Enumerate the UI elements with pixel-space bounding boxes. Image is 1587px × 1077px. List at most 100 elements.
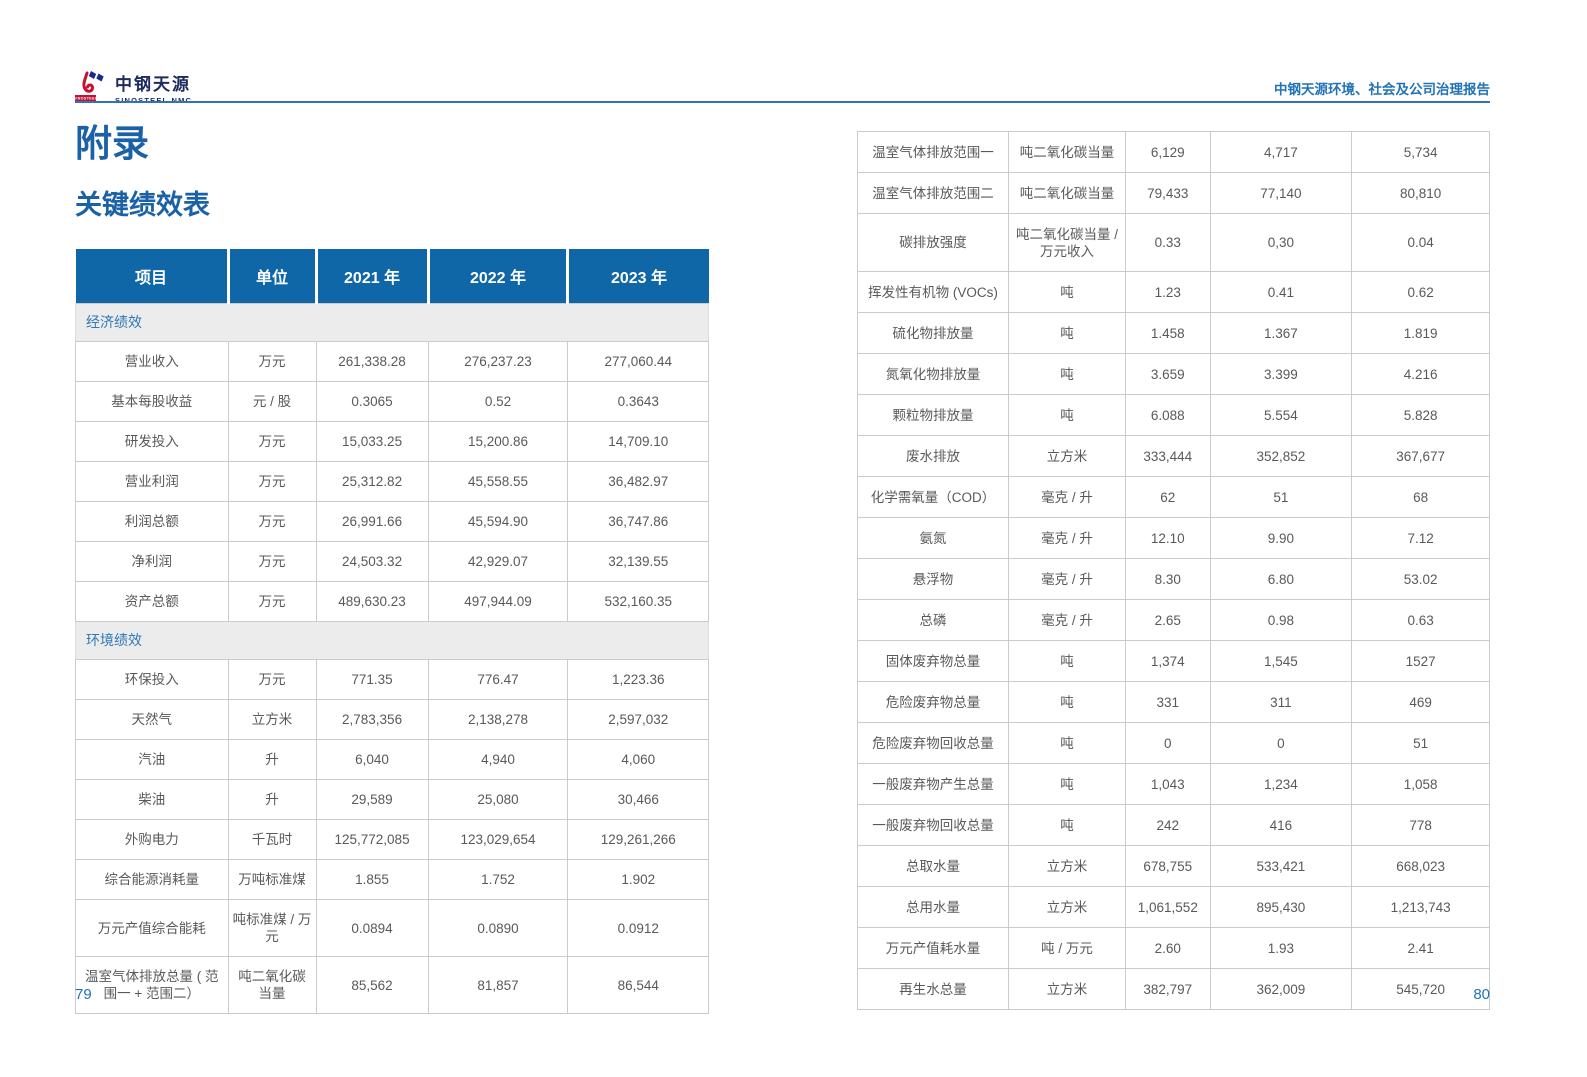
row-unit: 吨 [1008,722,1126,764]
row-unit: 立方米 [1008,845,1126,887]
row-unit: 吨二氧化碳当量 [1008,172,1126,214]
row-item-label: 基本每股收益 [75,381,229,422]
table-row: 废水排放 立方米 333,444 352,852 367,677 [856,435,1490,477]
row-value: 277,060.44 [567,341,709,382]
row-value: 0.04 [1351,213,1490,272]
row-value: 489,630.23 [315,581,429,622]
logo-company-name-en: SINOSTEEL NMC [115,96,192,105]
row-item-label: 一般废弃物产生总量 [856,763,1010,805]
row-unit: 吨二氧化碳当量 [1008,131,1126,173]
row-value: 53.02 [1351,558,1490,600]
row-value: 1527 [1351,640,1490,682]
row-value: 123,029,654 [427,819,569,860]
row-unit: 毫克 / 升 [1008,517,1126,559]
kpi-table-left: 项目 单位 2021 年 2022 年 2023 年 经济绩效 营业收入 万元 261,338… [75,249,709,1014]
row-unit: 万元 [227,581,317,622]
row-value: 382,797 [1124,968,1211,1010]
table-row: 柴油升 29,589 25,080 30,466 [75,779,709,820]
row-unit: 元 / 股 [227,381,317,422]
table-row: 氨氮 毫克 / 升 12.10 9.90 7.12 [856,517,1490,559]
row-item-label: 氮氧化物排放量 [856,353,1010,395]
row-value: 45,594.90 [427,501,569,542]
row-value: 6.80 [1209,558,1353,600]
row-unit: 立方米 [227,699,317,740]
row-item-label: 环保投入 [75,659,229,700]
row-value: 0,30 [1209,213,1353,272]
table-row: 综合能源消耗量 万吨标准煤 1.855 1.752 1.902 [75,859,709,900]
page-number-right: 80 [1473,986,1490,1003]
row-unit: 万吨标准煤 [227,859,317,900]
row-value: 36,747.86 [567,501,709,542]
row-item-label: 研发投入 [75,421,229,462]
table-row: 危险废弃物回收总量吨 0 0 51 [856,722,1490,764]
svg-text:SINOSTEEL: SINOSTEEL [75,97,98,101]
table-section-row: 经济绩效 [75,303,709,342]
table-section-header: 环境绩效 [75,621,709,660]
row-value: 1.902 [567,859,709,900]
row-value: 678,755 [1124,845,1211,887]
row-value: 62 [1124,476,1211,518]
column-header: 2023 年 [567,249,709,304]
table-row: 温室气体排放总量 ( 范围一 + 范围二） 吨二氧化碳 当量 85,562 81,85… [75,956,709,1014]
row-item-label: 危险废弃物总量 [856,681,1010,723]
table-row: 化学需氧量（COD） 毫克 / 升 62 51 68 [856,476,1490,518]
row-value: 1.458 [1124,312,1211,354]
row-value: 0.62 [1351,271,1490,313]
row-value: 5.554 [1209,394,1353,436]
row-value: 367,677 [1351,435,1490,477]
row-value: 5,734 [1351,131,1490,173]
kpi-table-left-body: 经济绩效 营业收入 万元 261,338.28 276,237.23 277,060.44… [75,303,709,1014]
row-item-label: 化学需氧量（COD） [856,476,1010,518]
row-item-label: 挥发性有机物 (VOCs) [856,271,1010,313]
row-value: 3.399 [1209,353,1353,395]
row-unit: 立方米 [1008,968,1126,1010]
row-unit: 毫克 / 升 [1008,476,1126,518]
row-value: 51 [1351,722,1490,764]
row-value: 333,444 [1124,435,1211,477]
company-logo: SINOSTEEL 中钢天源 SINOSTEEL NMC [75,70,192,105]
row-value: 0.0890 [427,899,569,957]
table-row: 基本每股收益元 / 股 0.3065 0.52 0.3643 [75,381,709,422]
table-row: 总用水量 立方米 1,061,552 895,430 1,213,743 [856,886,1490,928]
row-item-label: 营业收入 [75,341,229,382]
row-value: 1,374 [1124,640,1211,682]
row-item-label: 一般废弃物回收总量 [856,804,1010,846]
kpi-table-right: 温室气体排放范围一 吨二氧化碳当量 6,129 4,717 5,734 温室气体排放范围二… [856,131,1490,1010]
table-row: 总磷 毫克 / 升 2.65 0.98 0.63 [856,599,1490,641]
table-row: 悬浮物 毫克 / 升 8.30 6.80 53.02 [856,558,1490,600]
row-value: 545,720 [1351,968,1490,1010]
row-value: 79,433 [1124,172,1211,214]
row-value: 771.35 [315,659,429,700]
row-value: 1.93 [1209,927,1353,969]
table-row: 资产总额 万元 489,630.23 497,944.09 532,160.35 [75,581,709,622]
row-item-label: 氨氮 [856,517,1010,559]
row-item-label: 危险废弃物回收总量 [856,722,1010,764]
table-row: 环保投入 万元 771.35 776.47 1,223.36 [75,659,709,700]
column-header: 2022 年 [428,249,570,304]
row-value: 2,783,356 [315,699,429,740]
row-item-label: 万元产值耗水量 [856,927,1010,969]
row-value: 1.23 [1124,271,1211,313]
table-row: 万元产值综合能耗 吨标准煤 / 万元 0.0894 0.0890 0.0912 [75,899,709,957]
row-value: 532,160.35 [567,581,709,622]
table-section-row: 环境绩效 [75,621,709,660]
page-number-left: 79 [75,986,92,1003]
row-item-label: 总磷 [856,599,1010,641]
table-row: 固体废弃物总量吨 1,374 1,545 1527 [856,640,1490,682]
kpi-table-left-header: 项目 单位 2021 年 2022 年 2023 年 [75,249,709,304]
row-value: 2.60 [1124,927,1211,969]
header-divider [75,101,1490,103]
row-value: 25,080 [427,779,569,820]
row-value: 15,200.86 [427,421,569,462]
row-unit: 吨 [1008,640,1126,682]
row-value: 24,503.32 [315,541,429,582]
row-value: 29,589 [315,779,429,820]
row-value: 416 [1209,804,1353,846]
row-item-label: 固体废弃物总量 [856,640,1010,682]
row-unit: 吨 [1008,312,1126,354]
table-row: 天然气 立方米 2,783,356 2,138,278 2,597,032 [75,699,709,740]
appendix-title: 附录 [75,123,149,164]
row-unit: 吨 / 万元 [1008,927,1126,969]
row-item-label: 综合能源消耗量 [75,859,229,900]
kpi-table-title: 关键绩效表 [75,190,210,220]
